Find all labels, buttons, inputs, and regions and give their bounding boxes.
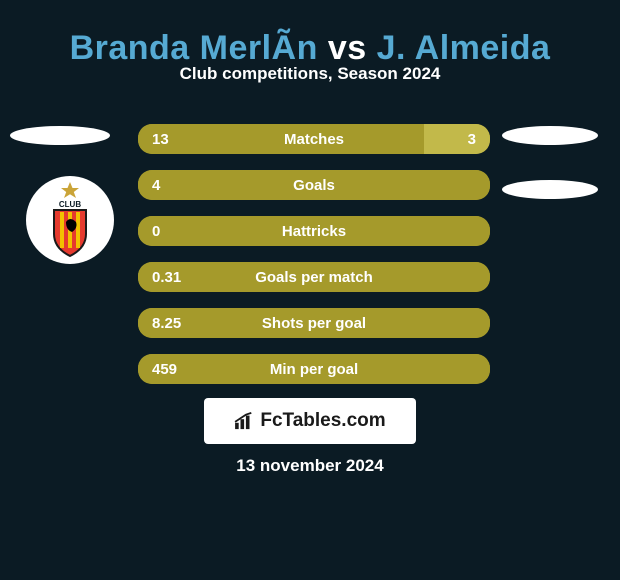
stat-row: Shots per goal8.25 [138, 308, 490, 338]
stat-label: Goals per match [138, 262, 490, 292]
left-club-badge: CLUB [26, 176, 114, 264]
fctables-watermark: FcTables.com [204, 398, 416, 444]
left-team-placeholder-ellipse [10, 126, 110, 145]
stat-label: Goals [138, 170, 490, 200]
stat-row: Hattricks0 [138, 216, 490, 246]
stat-value-right: 3 [468, 124, 476, 154]
subtitle: Club competitions, Season 2024 [0, 64, 620, 84]
stat-row: Matches13 3 [138, 124, 490, 154]
stat-label: Matches [138, 124, 490, 154]
svg-text:CLUB: CLUB [59, 200, 81, 209]
stat-value-left: 459 [152, 354, 177, 384]
stats-bars: Matches13 3 Goals4 Hattricks0 Goals per matc… [138, 124, 490, 400]
stat-value-left: 8.25 [152, 308, 181, 338]
page-title: Branda MerlÃ­n vs J. Almeida [0, 29, 620, 68]
player-right-name: J. Almeida [377, 29, 551, 67]
stat-value-left: 0 [152, 216, 160, 246]
stat-value-left: 0.31 [152, 262, 181, 292]
right-team-placeholder-ellipse [502, 126, 598, 145]
stat-row: Min per goal459 [138, 354, 490, 384]
stat-row: Goals4 [138, 170, 490, 200]
stat-row: Goals per match0.31 [138, 262, 490, 292]
right-team-placeholder-ellipse-2 [502, 180, 598, 199]
stat-label: Min per goal [138, 354, 490, 384]
stat-value-left: 13 [152, 124, 169, 154]
stat-label: Hattricks [138, 216, 490, 246]
player-left-name: Branda MerlÃ­n [70, 29, 318, 67]
fctables-logo-icon [234, 412, 256, 430]
stat-label: Shots per goal [138, 308, 490, 338]
vs-separator: vs [318, 29, 377, 67]
comparison-infographic: Branda MerlÃ­n vs J. Almeida Club compet… [0, 0, 620, 580]
club-shield-icon: CLUB [26, 176, 114, 264]
fctables-text: FcTables.com [260, 410, 385, 432]
footer-date: 13 november 2024 [0, 456, 620, 476]
stat-value-left: 4 [152, 170, 160, 200]
